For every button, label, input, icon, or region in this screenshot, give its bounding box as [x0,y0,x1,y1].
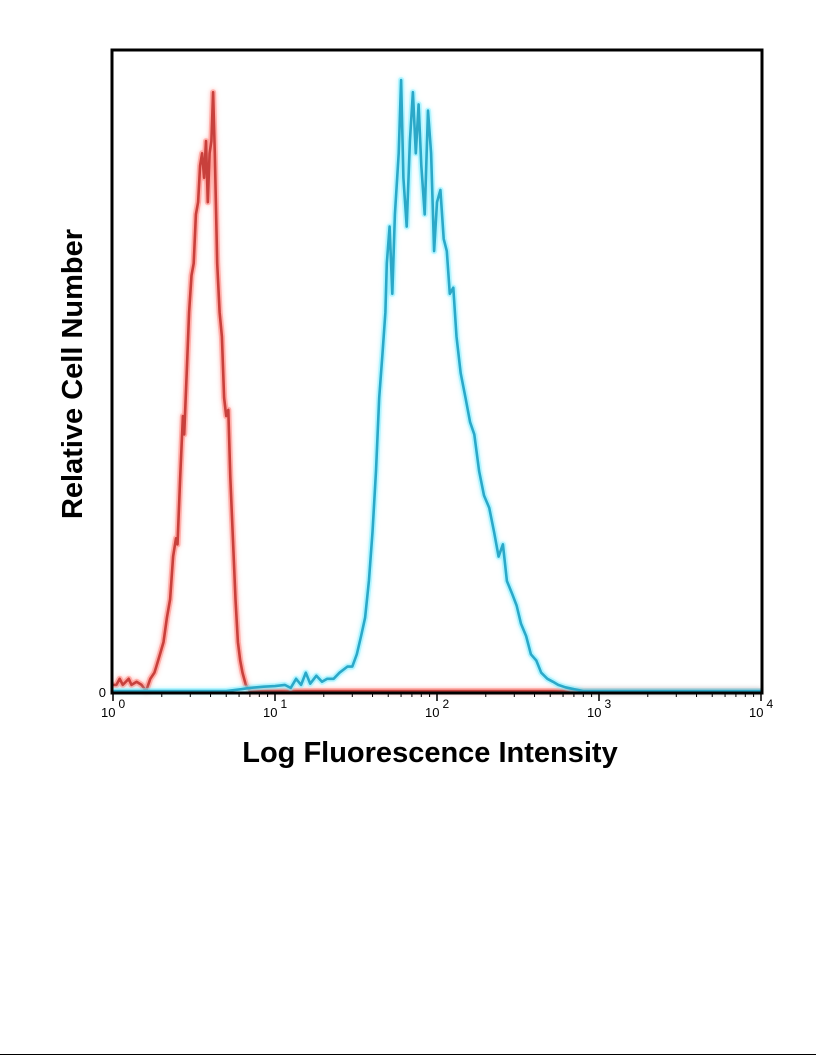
x-axis-title: Log Fluorescence Intensity [242,737,617,769]
histogram-series-1 [113,77,761,694]
y-axis-ticks: 0 [99,685,106,700]
page-bottom-rule [0,1054,816,1055]
histogram-line-1 [113,78,761,693]
y-axis-title: Relative Cell Number [57,229,89,519]
histogram-line-0 [113,90,761,693]
histogram-series-0 [113,89,761,694]
series-layer [113,77,761,694]
y-tick-label: 0 [99,685,106,700]
histogram-line-glow-0 [113,89,761,694]
